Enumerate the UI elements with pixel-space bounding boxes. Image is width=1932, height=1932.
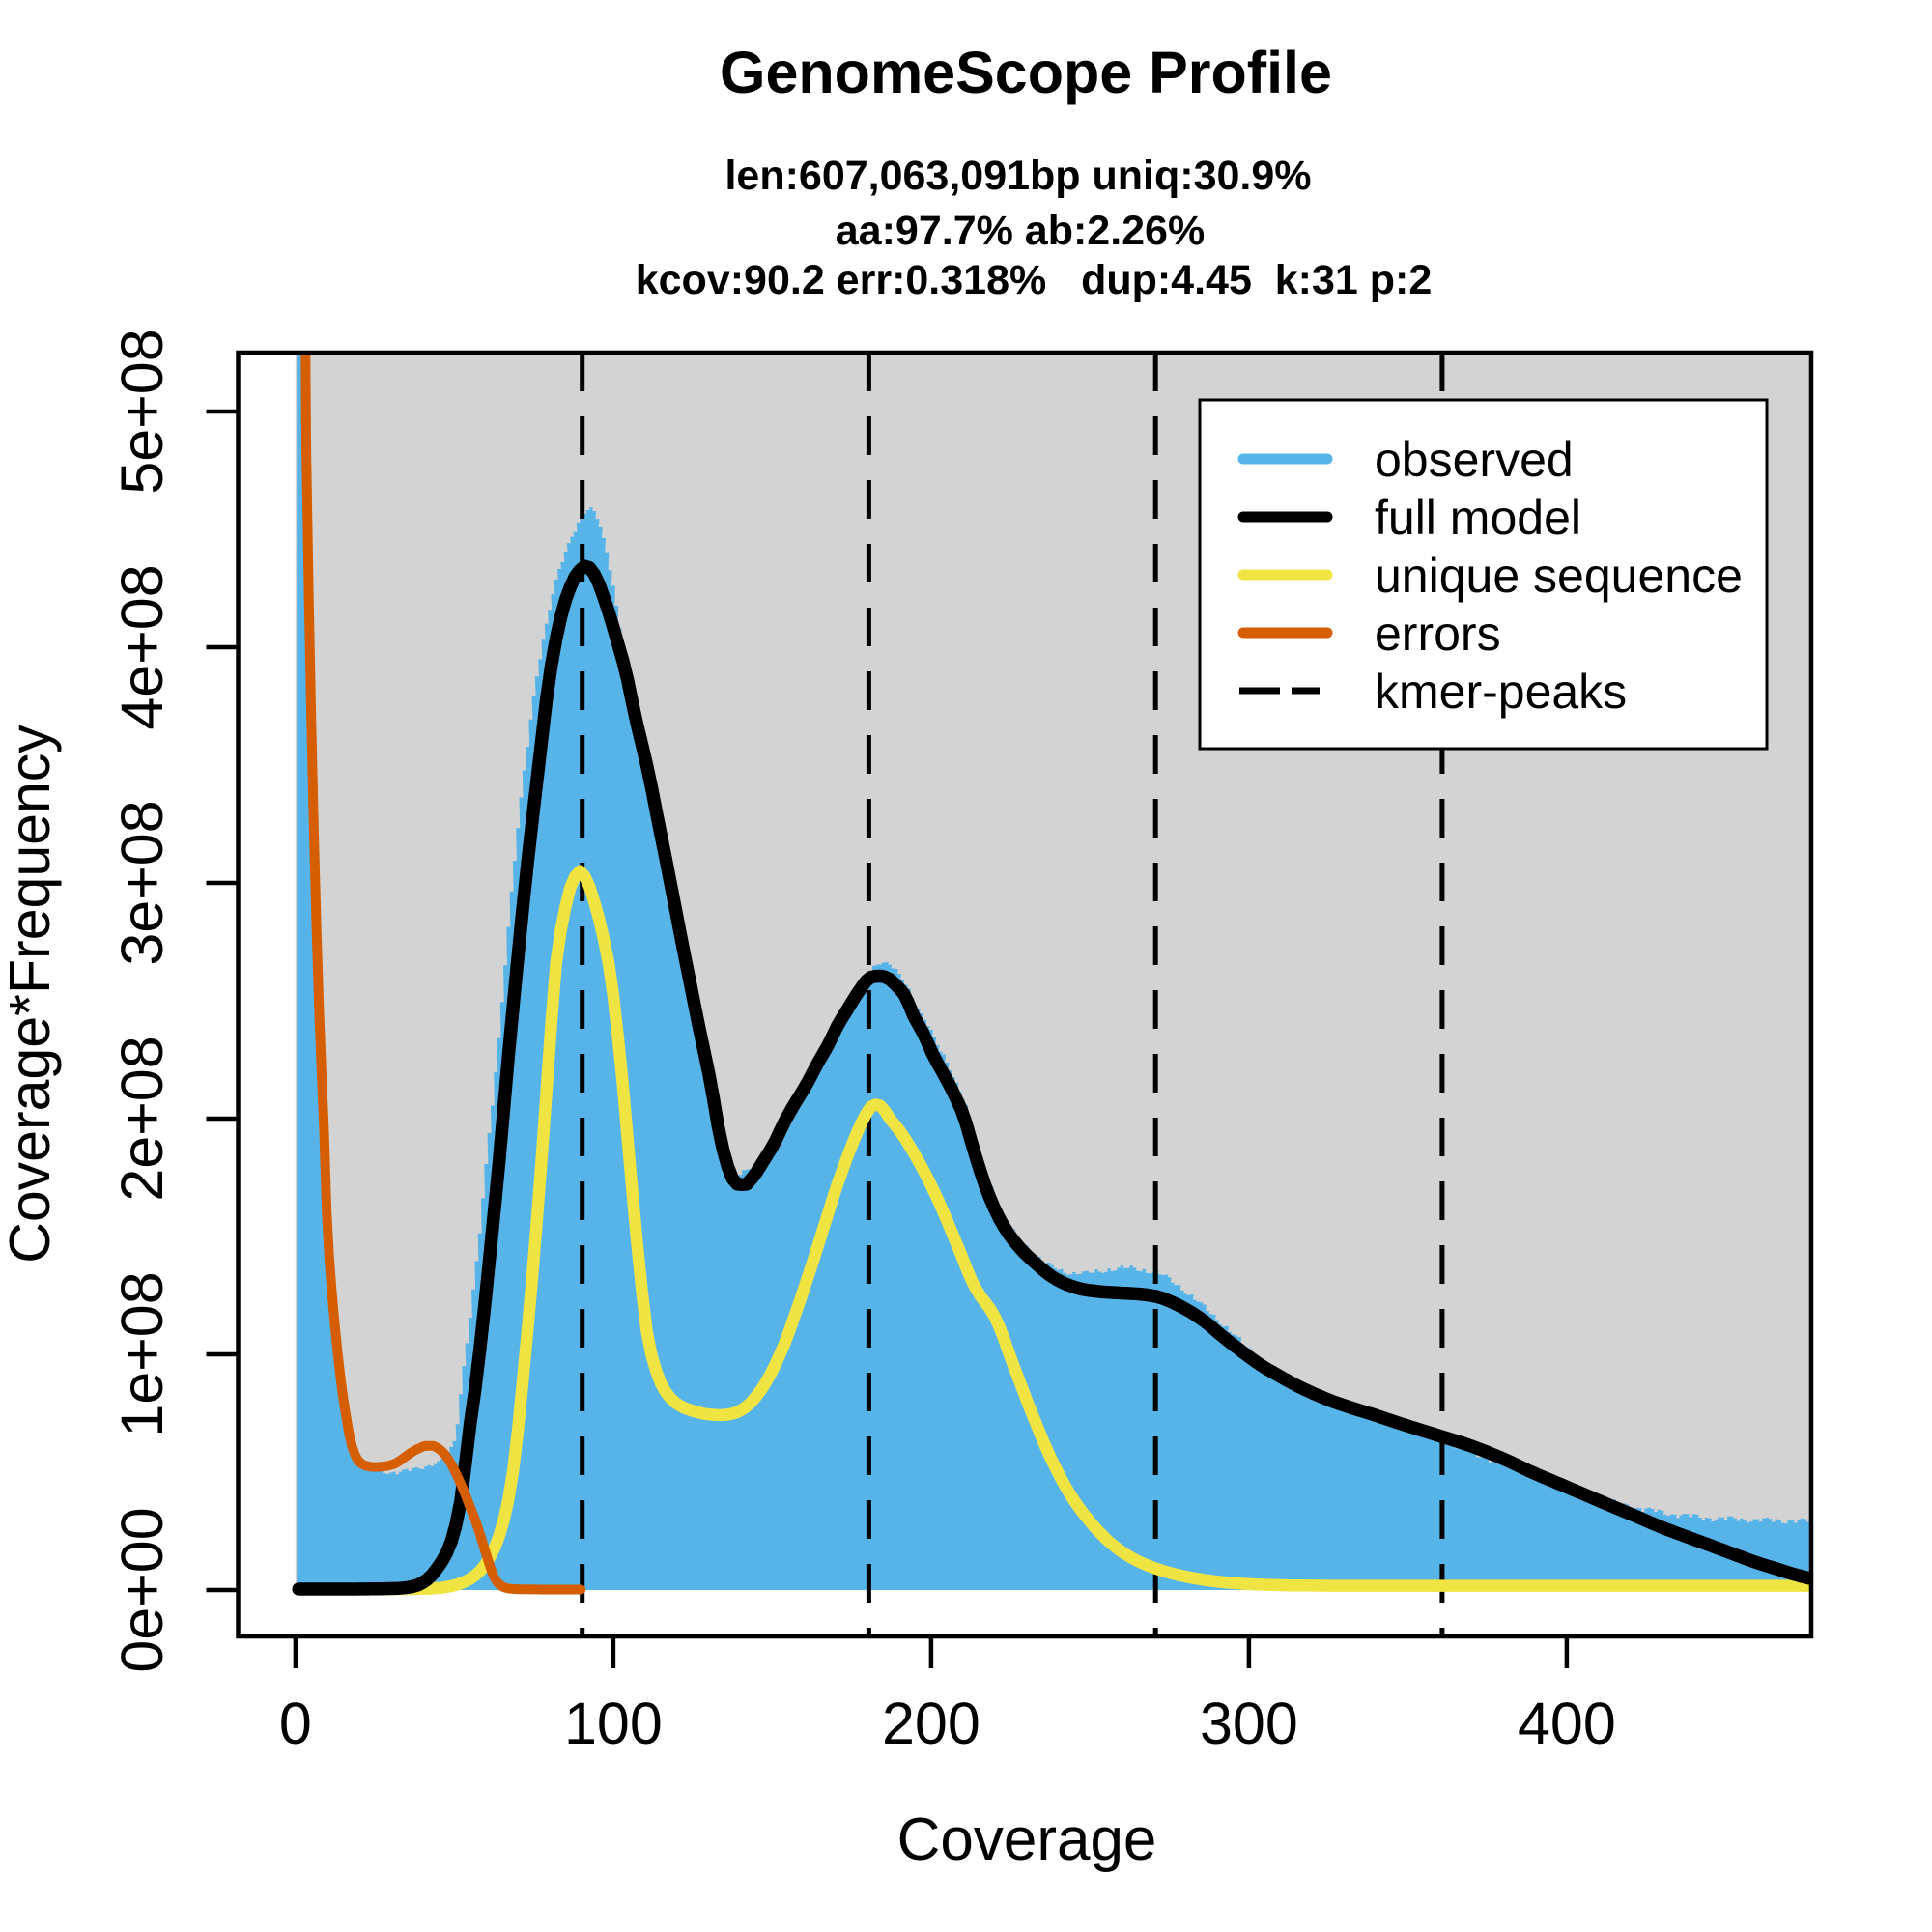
- svg-text:aa:97.7% ab:2.26%: aa:97.7% ab:2.26%: [836, 208, 1205, 254]
- svg-text:100: 100: [564, 1690, 663, 1756]
- svg-text:unique sequence: unique sequence: [1375, 549, 1743, 603]
- svg-text:errors: errors: [1375, 607, 1501, 661]
- svg-text:kcov:90.2 err:0.318% dup:4.4: kcov:90.2 err:0.318% dup:4.45 k:31 p:2: [636, 257, 1433, 303]
- svg-text:kmer-peaks: kmer-peaks: [1375, 665, 1627, 719]
- svg-text:full model: full model: [1375, 491, 1581, 545]
- svg-text:4e+08: 4e+08: [109, 564, 175, 729]
- svg-text:len:607,063,091bp uniq:30.9%: len:607,063,091bp uniq:30.9%: [724, 153, 1311, 199]
- svg-text:GenomeScope Profile: GenomeScope Profile: [720, 40, 1332, 105]
- svg-text:200: 200: [882, 1690, 980, 1756]
- svg-text:3e+08: 3e+08: [109, 800, 175, 965]
- svg-text:5e+08: 5e+08: [109, 328, 175, 494]
- svg-text:Coverage: Coverage: [897, 1806, 1157, 1873]
- svg-text:2e+08: 2e+08: [109, 1036, 175, 1201]
- svg-text:1e+08: 1e+08: [109, 1271, 175, 1436]
- svg-text:Coverage*Frequency: Coverage*Frequency: [0, 724, 62, 1264]
- svg-text:0: 0: [279, 1690, 312, 1756]
- svg-text:400: 400: [1518, 1690, 1616, 1756]
- svg-text:0e+00: 0e+00: [109, 1507, 175, 1672]
- svg-text:observed: observed: [1375, 433, 1574, 487]
- svg-text:300: 300: [1200, 1690, 1298, 1756]
